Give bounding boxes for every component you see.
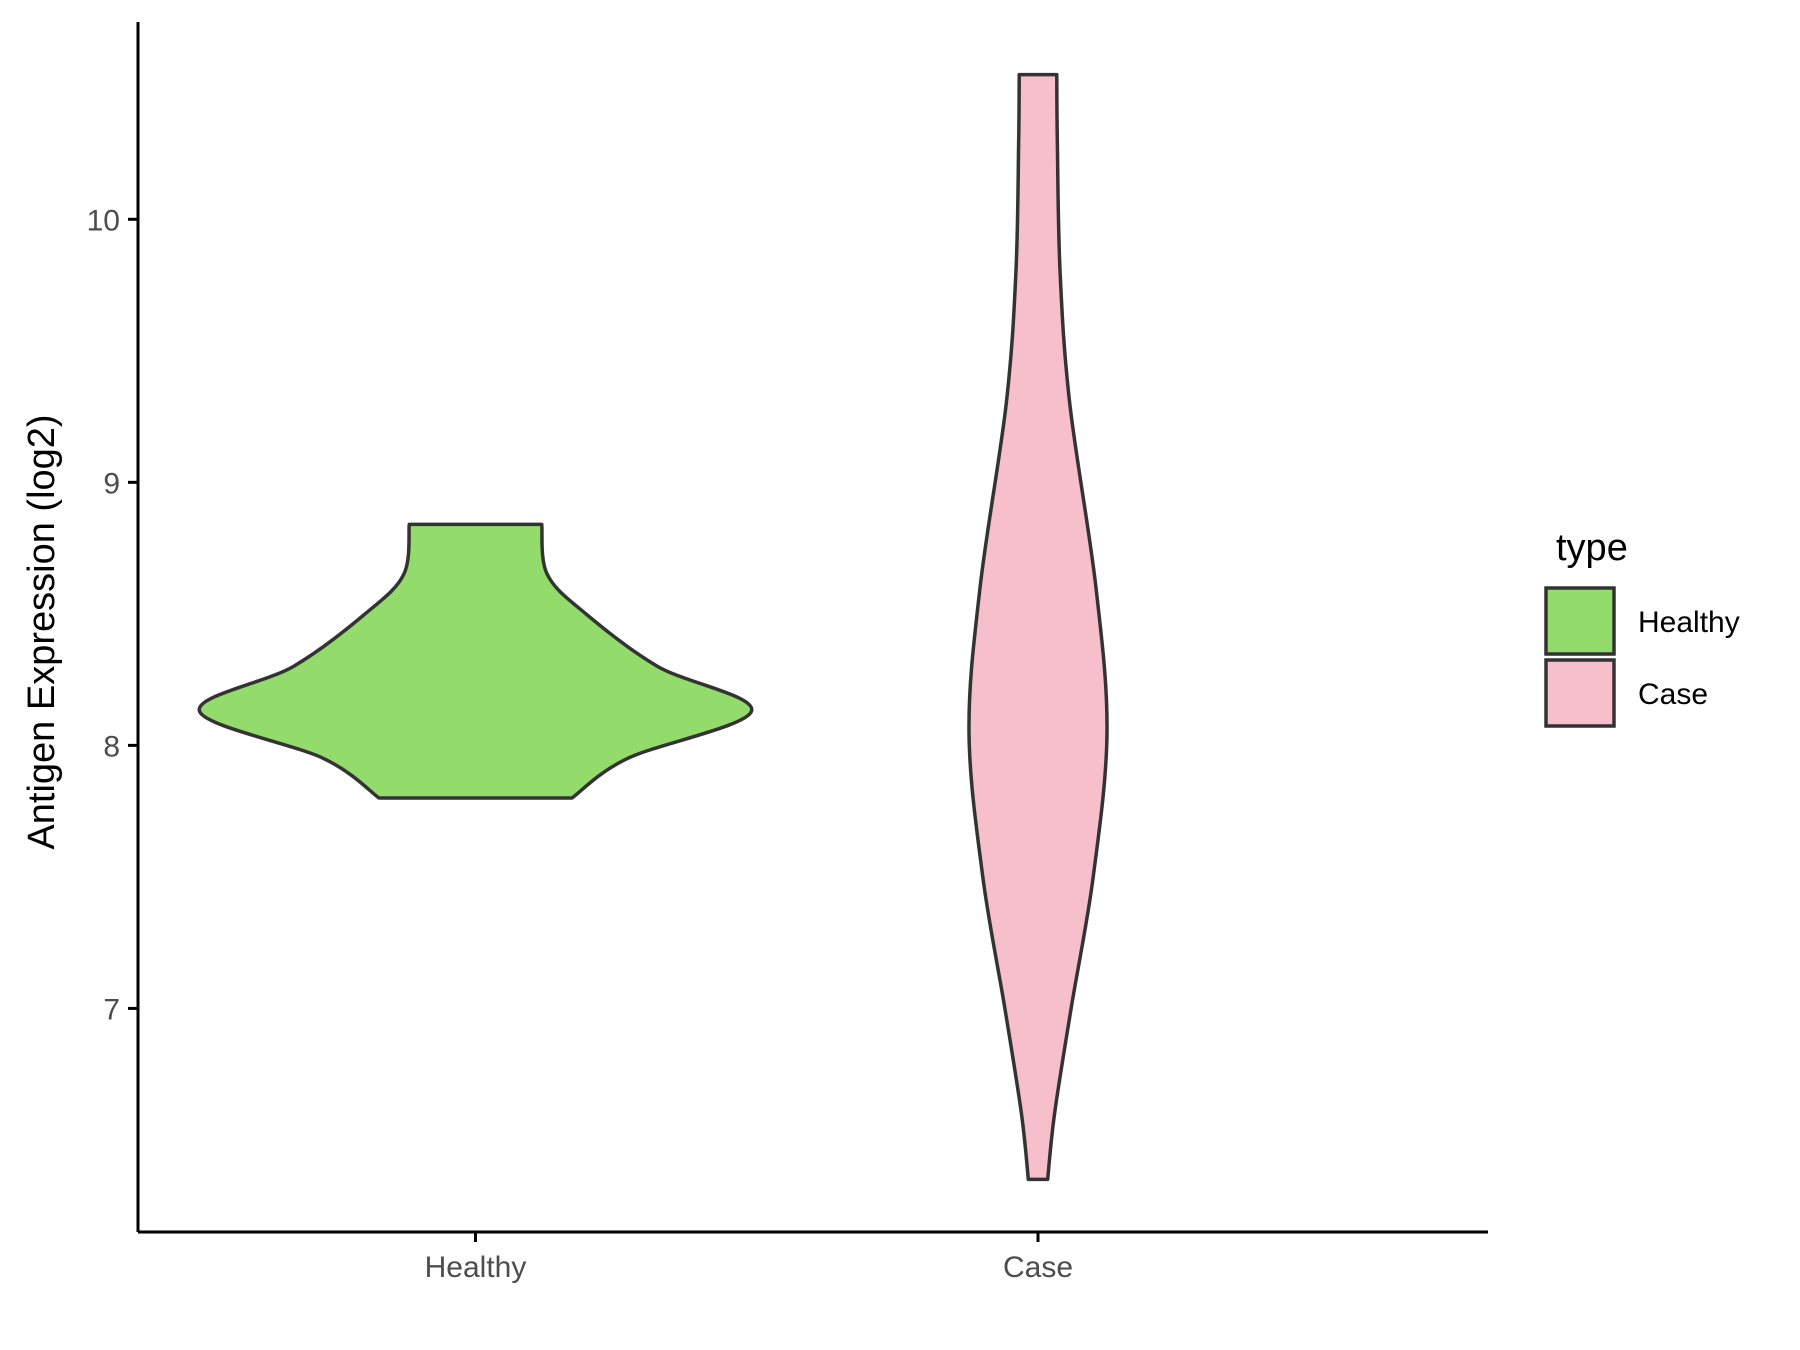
axes-layer xyxy=(136,22,1488,1234)
y-tick-label: 8 xyxy=(103,730,120,763)
x-tick-label: Case xyxy=(1003,1251,1073,1284)
y-tick-label: 10 xyxy=(87,204,120,237)
violin-healthy xyxy=(197,522,754,800)
y-ticks: 7 8 9 10 xyxy=(87,204,138,1026)
legend-label: Healthy xyxy=(1638,606,1740,639)
legend-title: type xyxy=(1556,527,1628,569)
x-tick-label: Healthy xyxy=(425,1251,527,1284)
legend-key-healthy xyxy=(1544,586,1616,656)
y-tick-label: 9 xyxy=(103,467,120,500)
legend-label: Case xyxy=(1638,678,1708,711)
y-tick-label: 7 xyxy=(103,993,120,1026)
y-axis-title: Antigen Expression (log2) xyxy=(21,414,63,849)
violin-case xyxy=(967,72,1109,1182)
legend: type Healthy Case xyxy=(1544,527,1740,728)
x-ticks: Healthy Case xyxy=(425,1232,1073,1284)
violins-layer xyxy=(197,72,1109,1182)
legend-key-case xyxy=(1544,658,1616,728)
